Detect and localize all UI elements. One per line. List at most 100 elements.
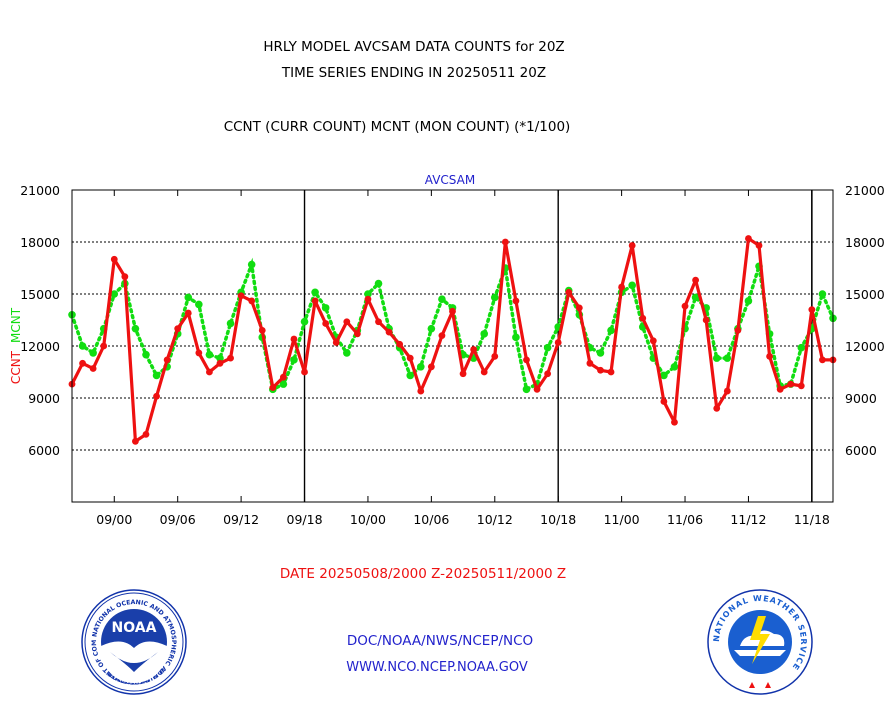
- ccnt-point: [216, 359, 224, 367]
- mcnt-point: [522, 385, 531, 394]
- ccnt-point: [438, 332, 446, 339]
- mcnt-point: [596, 349, 605, 357]
- ccnt-point: [195, 349, 203, 357]
- ccnt-point: [142, 431, 150, 438]
- ccnt-point: [565, 288, 573, 296]
- ccnt-point: [628, 242, 636, 249]
- ccnt-point: [174, 325, 182, 333]
- x-tick-label: 11/06: [667, 512, 703, 527]
- ccnt-point: [301, 368, 308, 376]
- ccnt-point: [258, 327, 266, 334]
- mcnt-point: [628, 281, 636, 290]
- mcnt-point: [607, 326, 615, 335]
- ccnt-point: [745, 235, 752, 242]
- ccnt-point: [702, 316, 710, 324]
- ccnt-point: [523, 356, 530, 364]
- ccnt-point: [417, 387, 425, 395]
- mcnt-point: [712, 354, 721, 362]
- ccnt-point: [332, 339, 340, 346]
- ccnt-point: [808, 306, 816, 313]
- y-tick-label: 12000: [20, 339, 60, 354]
- mcnt-point: [152, 371, 161, 380]
- chart-title-line1: HRLY MODEL AVCSAM DATA COUNTS for 20Z: [263, 39, 564, 55]
- ccnt-point: [575, 304, 583, 312]
- noaa-wordmark: NOAA: [112, 620, 157, 636]
- mcnt-point: [427, 324, 436, 333]
- plot-frame: [71, 189, 834, 503]
- mcnt-point: [226, 319, 235, 328]
- series-mcnt: [68, 257, 837, 394]
- mcnt-point: [110, 290, 119, 298]
- ccnt-point: [533, 385, 541, 393]
- ccnt-point: [385, 328, 393, 336]
- x-tick-label: 09/18: [287, 512, 323, 527]
- plot-area: AVCSAM 6000 9000 12000 15000 18000 21000 6000…: [20, 173, 885, 527]
- mcnt-point: [205, 350, 214, 359]
- x-tick-label: 10/18: [540, 512, 576, 527]
- mcnt-point: [490, 293, 499, 302]
- y-axis-label: CCNT MCNT: [9, 307, 23, 384]
- ccnt-point: [89, 365, 97, 372]
- noaa-logo: NATIONAL OCEANIC AND ATMOSPHERIC ADMINIS…: [81, 589, 187, 695]
- mcnt-point: [818, 290, 827, 298]
- mcnt-point: [660, 371, 668, 380]
- ccnt-point: [734, 327, 742, 334]
- y-axis-label-ccnt: CCNT: [9, 350, 23, 384]
- ccnt-point: [491, 353, 499, 360]
- ccnt-point: [132, 437, 139, 445]
- mcnt-point: [247, 260, 256, 269]
- ccnt-point: [237, 292, 245, 300]
- mcnt-point: [184, 293, 193, 302]
- x-tick-label: 11/12: [730, 512, 766, 527]
- ccnt-point: [406, 354, 414, 362]
- ccnt-point: [480, 368, 488, 376]
- date-range: DATE 20250508/2000 Z-20250511/2000 Z: [280, 566, 566, 582]
- mcnt-point: [216, 354, 224, 362]
- ccnt-point: [79, 359, 86, 367]
- mcnt-point: [480, 330, 489, 338]
- url-line: WWW.NCO.NCEP.NOAA.GOV: [346, 660, 528, 675]
- chart-subtitle: CCNT (CURR COUNT) MCNT (MON COUNT) (*1/1…: [224, 119, 571, 135]
- mcnt-point: [723, 354, 732, 362]
- ccnt-point: [797, 382, 805, 390]
- x-tick-label: 10/12: [477, 512, 513, 527]
- ccnt-point: [639, 314, 647, 322]
- y-tick-label: 6000: [845, 443, 877, 458]
- ccnt-point: [121, 273, 129, 281]
- mcnt-point: [300, 317, 309, 326]
- ccnt-point: [544, 370, 552, 378]
- ccnt-point: [449, 307, 456, 315]
- series-ccnt: [68, 235, 837, 445]
- mcnt-point: [691, 293, 700, 302]
- mcnt-point: [311, 288, 319, 297]
- ccnt-point: [554, 339, 562, 346]
- nws-logo: NATIONAL WEATHER SERVICE: [707, 589, 813, 695]
- x-tick-label: 10/06: [413, 512, 449, 527]
- gridlines: [72, 241, 833, 451]
- ccnt-point: [269, 384, 277, 391]
- ccnt-point: [512, 297, 520, 305]
- mcnt-point: [279, 380, 288, 388]
- ccnt-point: [184, 309, 192, 317]
- ccnt-point: [396, 340, 404, 348]
- chart-title-line2: TIME SERIES ENDING IN 20250511 20Z: [281, 65, 546, 81]
- ccnt-point: [343, 318, 351, 326]
- ccnt-point: [660, 398, 668, 405]
- ccnt-point: [755, 242, 763, 249]
- x-tick-label: 11/18: [794, 512, 830, 527]
- ccnt-point: [607, 368, 615, 376]
- ccnt-point: [671, 418, 678, 426]
- ccnt-point: [163, 356, 171, 364]
- x-tick-label: 10/00: [350, 512, 386, 527]
- mcnt-point: [670, 363, 679, 371]
- mcnt-point: [406, 371, 415, 380]
- x-tick-label: 09/12: [223, 512, 259, 527]
- mcnt-line: [70, 257, 835, 392]
- ccnt-point: [227, 354, 234, 362]
- ccnt-point: [353, 330, 361, 338]
- ccnt-point: [597, 366, 604, 374]
- ccnt-point: [649, 337, 657, 345]
- mcnt-point: [321, 304, 330, 312]
- mcnt-point: [797, 343, 806, 352]
